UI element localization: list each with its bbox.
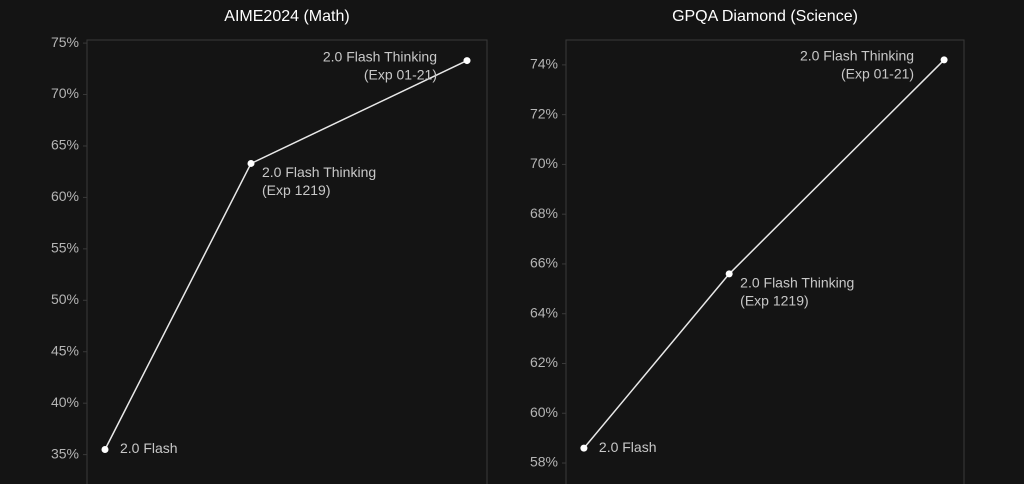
y-tick-label: 60% bbox=[530, 404, 558, 420]
y-tick-label: 70% bbox=[530, 155, 558, 171]
point-label: 2.0 Flash Thinking bbox=[262, 164, 376, 180]
point-label: 2.0 Flash bbox=[599, 439, 657, 455]
point bbox=[101, 445, 109, 453]
point-label: 2.0 Flash Thinking bbox=[800, 48, 914, 64]
y-tick-label: 60% bbox=[51, 188, 79, 204]
chart-title: GPQA Diamond (Science) bbox=[672, 8, 858, 25]
y-tick-label: 72% bbox=[530, 105, 558, 121]
chart-title: AIME2024 (Math) bbox=[224, 8, 349, 25]
y-tick-label: 66% bbox=[530, 255, 558, 271]
point bbox=[463, 57, 471, 65]
point-label: 2.0 Flash bbox=[120, 440, 178, 456]
plot-frame bbox=[565, 39, 965, 484]
y-tick-label: 68% bbox=[530, 205, 558, 221]
point-label: (Exp 1219) bbox=[740, 293, 808, 309]
y-tick-label: 74% bbox=[530, 56, 558, 72]
plot-frame bbox=[86, 39, 488, 484]
y-tick-label: 45% bbox=[51, 342, 79, 358]
point-label: 2.0 Flash Thinking bbox=[740, 275, 854, 291]
point-label: 2.0 Flash Thinking bbox=[323, 48, 437, 64]
y-tick-label: 50% bbox=[51, 291, 79, 307]
point-label: (Exp 01-21) bbox=[364, 66, 437, 82]
point bbox=[247, 159, 255, 167]
y-tick-label: 62% bbox=[530, 354, 558, 370]
y-tick-label: 40% bbox=[51, 394, 79, 410]
point bbox=[940, 56, 948, 64]
y-tick-label: 35% bbox=[51, 445, 79, 461]
point-label: (Exp 01-21) bbox=[841, 66, 914, 82]
y-tick-label: 70% bbox=[51, 85, 79, 101]
y-tick-label: 58% bbox=[530, 454, 558, 470]
y-tick-label: 64% bbox=[530, 304, 558, 320]
point-label: (Exp 1219) bbox=[262, 182, 330, 198]
y-tick-label: 75% bbox=[51, 34, 79, 50]
y-tick-label: 55% bbox=[51, 240, 79, 256]
y-tick-label: 65% bbox=[51, 137, 79, 153]
point bbox=[725, 270, 733, 278]
point bbox=[580, 444, 588, 452]
